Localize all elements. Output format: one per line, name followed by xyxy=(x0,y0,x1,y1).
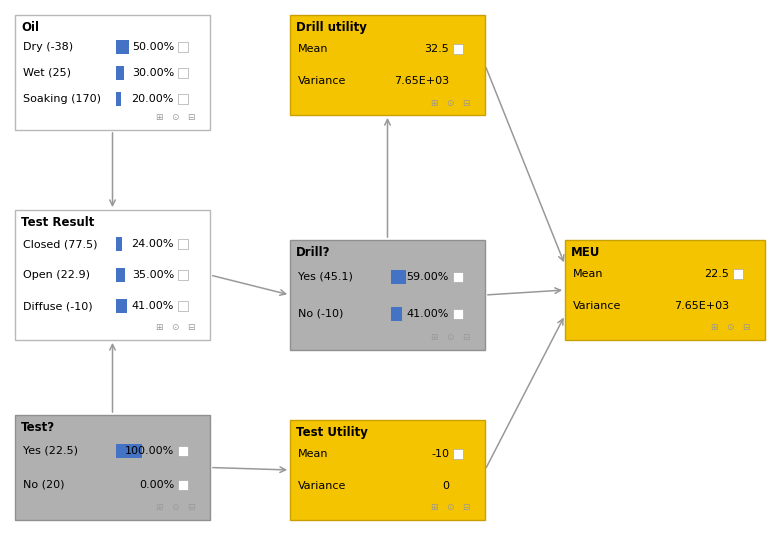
FancyBboxPatch shape xyxy=(178,446,188,456)
Text: ⊙: ⊙ xyxy=(446,98,454,107)
Text: 30.00%: 30.00% xyxy=(132,68,174,78)
Text: Variance: Variance xyxy=(573,301,622,311)
Text: ⊞: ⊞ xyxy=(155,504,162,513)
Text: ⊙: ⊙ xyxy=(171,113,179,122)
Text: ⊙: ⊙ xyxy=(171,324,179,333)
Text: ⊙: ⊙ xyxy=(446,334,454,343)
Text: Test?: Test? xyxy=(21,421,55,434)
Text: 7.65E+03: 7.65E+03 xyxy=(394,76,449,86)
Text: 32.5: 32.5 xyxy=(424,44,449,54)
Text: Wet (25): Wet (25) xyxy=(23,68,71,78)
Text: ⊙: ⊙ xyxy=(171,504,179,513)
Text: 50.00%: 50.00% xyxy=(132,41,174,51)
FancyBboxPatch shape xyxy=(453,309,463,319)
Text: ⊙: ⊙ xyxy=(726,324,733,333)
Text: Dry (-38): Dry (-38) xyxy=(23,41,73,51)
Text: Diffuse (-10): Diffuse (-10) xyxy=(23,301,93,311)
FancyBboxPatch shape xyxy=(15,15,210,130)
Text: ⊟: ⊟ xyxy=(742,324,750,333)
Text: Variance: Variance xyxy=(298,481,347,491)
FancyBboxPatch shape xyxy=(116,268,125,282)
FancyBboxPatch shape xyxy=(178,270,188,280)
FancyBboxPatch shape xyxy=(116,92,122,106)
Text: 20.00%: 20.00% xyxy=(132,94,174,104)
FancyBboxPatch shape xyxy=(565,240,765,340)
Text: ⊟: ⊟ xyxy=(187,504,194,513)
Text: ⊞: ⊞ xyxy=(430,98,437,107)
Text: Yes (45.1): Yes (45.1) xyxy=(298,272,353,282)
Text: Variance: Variance xyxy=(298,76,347,86)
FancyBboxPatch shape xyxy=(15,415,210,520)
FancyBboxPatch shape xyxy=(178,239,188,249)
Text: Mean: Mean xyxy=(298,449,329,459)
FancyBboxPatch shape xyxy=(116,66,124,80)
Text: 0: 0 xyxy=(442,481,449,491)
Text: Mean: Mean xyxy=(573,269,604,280)
Text: 24.00%: 24.00% xyxy=(131,239,174,249)
Text: ⊞: ⊞ xyxy=(430,504,437,513)
FancyBboxPatch shape xyxy=(453,44,463,54)
Text: ⊟: ⊟ xyxy=(462,504,469,513)
FancyBboxPatch shape xyxy=(290,15,485,115)
Text: Open (22.9): Open (22.9) xyxy=(23,270,90,280)
Text: 7.65E+03: 7.65E+03 xyxy=(674,301,729,311)
FancyBboxPatch shape xyxy=(15,210,210,340)
Text: No (-10): No (-10) xyxy=(298,309,344,319)
Text: Mean: Mean xyxy=(298,44,329,54)
FancyBboxPatch shape xyxy=(116,444,141,458)
Text: No (20): No (20) xyxy=(23,480,65,490)
Text: Yes (22.5): Yes (22.5) xyxy=(23,446,78,456)
FancyBboxPatch shape xyxy=(453,272,463,282)
Text: Drill utility: Drill utility xyxy=(296,21,367,34)
FancyBboxPatch shape xyxy=(290,240,485,350)
Text: Drill?: Drill? xyxy=(296,246,330,259)
Text: 41.00%: 41.00% xyxy=(132,301,174,311)
Text: 35.00%: 35.00% xyxy=(132,270,174,280)
FancyBboxPatch shape xyxy=(116,237,123,251)
FancyBboxPatch shape xyxy=(178,301,188,311)
Text: ⊙: ⊙ xyxy=(446,504,454,513)
Text: 22.5: 22.5 xyxy=(704,269,729,280)
FancyBboxPatch shape xyxy=(733,269,743,280)
Text: ⊟: ⊟ xyxy=(462,98,469,107)
Text: ⊟: ⊟ xyxy=(462,334,469,343)
Text: ⊟: ⊟ xyxy=(187,113,194,122)
FancyBboxPatch shape xyxy=(178,480,188,490)
Text: Soaking (170): Soaking (170) xyxy=(23,94,101,104)
FancyBboxPatch shape xyxy=(116,300,127,314)
Text: 59.00%: 59.00% xyxy=(407,272,449,282)
Text: Test Utility: Test Utility xyxy=(296,426,368,439)
FancyBboxPatch shape xyxy=(391,270,406,284)
FancyBboxPatch shape xyxy=(391,307,401,321)
Text: Oil: Oil xyxy=(21,21,39,34)
FancyBboxPatch shape xyxy=(290,420,485,520)
Text: Closed (77.5): Closed (77.5) xyxy=(23,239,98,249)
Text: Test Result: Test Result xyxy=(21,216,95,229)
FancyBboxPatch shape xyxy=(116,40,129,54)
Text: ⊞: ⊞ xyxy=(710,324,718,333)
FancyBboxPatch shape xyxy=(178,41,188,51)
Text: 0.00%: 0.00% xyxy=(139,480,174,490)
Text: 41.00%: 41.00% xyxy=(407,309,449,319)
FancyBboxPatch shape xyxy=(178,68,188,78)
Text: MEU: MEU xyxy=(571,246,601,259)
FancyBboxPatch shape xyxy=(453,449,463,459)
FancyBboxPatch shape xyxy=(178,94,188,104)
Text: ⊞: ⊞ xyxy=(155,324,162,333)
Text: ⊞: ⊞ xyxy=(430,334,437,343)
Text: ⊟: ⊟ xyxy=(187,324,194,333)
Text: ⊞: ⊞ xyxy=(155,113,162,122)
Text: -10: -10 xyxy=(431,449,449,459)
Text: 100.00%: 100.00% xyxy=(125,446,174,456)
